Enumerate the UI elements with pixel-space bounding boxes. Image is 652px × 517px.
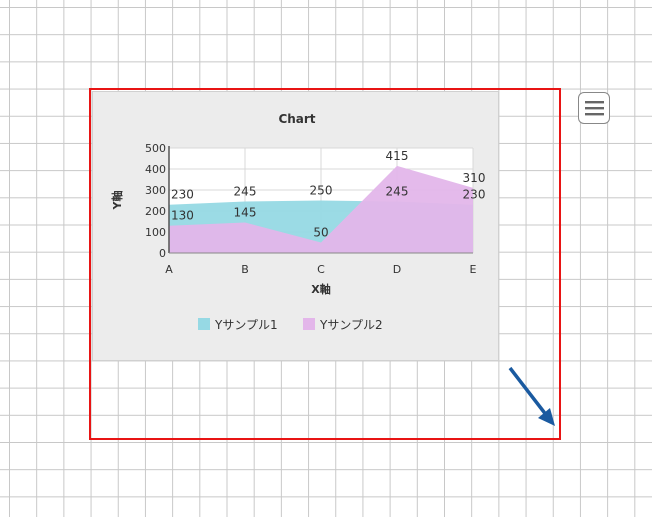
data-label: 245 [234,185,257,199]
data-label: 230 [463,188,486,202]
data-label: 50 [313,226,328,240]
chart-menu-button[interactable] [578,92,610,124]
chart-title: Chart [278,112,315,126]
y-tick-label: 100 [145,226,166,239]
resize-arrow-icon [508,366,555,426]
hamburger-menu-icon [585,101,604,116]
x-tick-label: E [470,263,477,276]
x-tick-label: B [241,263,249,276]
y-tick-label: 200 [145,205,166,218]
chart-widget[interactable]: Chart 0 100 200 300 400 500 A B C D E 230 245 250 24… [92,91,499,361]
y-tick-labels: 0 100 200 300 400 500 [145,142,166,260]
area-chart: Chart 0 100 200 300 400 500 A B C D E 230 245 250 24… [110,112,485,332]
legend-swatch [198,318,210,330]
data-label: 245 [386,185,409,199]
x-tick-label: C [317,263,325,276]
x-tick-labels: A B C D E [165,263,476,276]
data-label: 145 [234,206,257,220]
y-tick-label: 0 [159,247,166,260]
legend-label: Yサンプル1 [214,318,278,332]
x-tick-label: A [165,263,173,276]
data-labels: 230 245 250 245 230 130 145 50 415 310 [171,149,485,240]
legend-swatch [303,318,315,330]
chart-axes [168,146,473,254]
x-axis-label: X軸 [311,282,330,296]
legend-label: Yサンプル2 [319,318,383,332]
data-label: 415 [386,149,409,163]
data-label: 250 [310,184,333,198]
y-tick-label: 300 [145,184,166,197]
series-area-2 [169,165,473,253]
y-tick-label: 500 [145,142,166,155]
y-tick-label: 400 [145,163,166,176]
data-label: 130 [171,209,194,223]
chart-legend: Yサンプル1 Yサンプル2 [198,318,383,332]
data-label: 230 [171,188,194,202]
data-label: 310 [463,171,486,185]
x-tick-label: D [393,263,401,276]
selection-frame[interactable] [89,88,561,440]
chart-areas [169,165,473,253]
y-axis-label: Y軸 [110,191,124,211]
